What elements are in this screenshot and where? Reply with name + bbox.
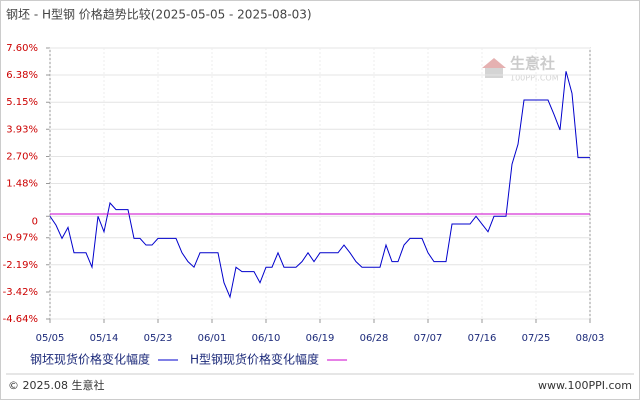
- x-tick-label: 06/19: [306, 333, 335, 344]
- x-tick-label: 07/07: [414, 333, 443, 344]
- x-tick-label: 07/25: [522, 333, 551, 344]
- y-tick-label: 1.48%: [6, 179, 38, 190]
- y-tick-label: -3.42%: [3, 287, 38, 298]
- y-tick-label: 6.38%: [6, 70, 38, 81]
- x-tick-label: 06/10: [252, 333, 281, 344]
- footer-site: www.100PPI.com: [538, 379, 632, 392]
- x-tick-label: 05/05: [36, 333, 65, 344]
- logo-roof: [482, 58, 506, 68]
- watermark-name: 生意社: [510, 55, 555, 73]
- chart-title: 钢坯 - H型钢 价格趋势比较(2025-05-05 - 2025-08-03): [6, 7, 312, 22]
- y-tick-label: 5.15%: [6, 97, 38, 108]
- legend-label: H型钢现货价格变化幅度: [190, 352, 319, 367]
- y-tick-label: -0.97%: [3, 233, 38, 244]
- y-tick-label: 2.70%: [6, 151, 38, 162]
- x-tick-label: 05/23: [144, 333, 173, 344]
- series-line: [49, 71, 590, 299]
- y-tick-label: -2.19%: [3, 260, 38, 271]
- y-tick-label: -4.64%: [3, 314, 38, 325]
- y-tick-label: 0: [32, 216, 38, 227]
- logo-house: [485, 68, 503, 78]
- legend-label: 钢坯现货价格变化幅度: [30, 352, 150, 367]
- y-tick-label: 3.93%: [6, 124, 38, 135]
- y-tick-label: 7.60%: [6, 43, 38, 54]
- x-tick-label: 05/14: [90, 333, 119, 344]
- x-tick-label: 08/03: [576, 333, 605, 344]
- x-tick-label: 06/01: [198, 333, 227, 344]
- x-tick-label: 06/28: [360, 333, 389, 344]
- footer-copyright: © 2025.08 生意社: [8, 378, 104, 392]
- watermark-site: 100PPI.COM: [510, 74, 559, 83]
- x-tick-label: 07/16: [468, 333, 497, 344]
- watermark: 生意社 100PPI.COM: [482, 55, 559, 83]
